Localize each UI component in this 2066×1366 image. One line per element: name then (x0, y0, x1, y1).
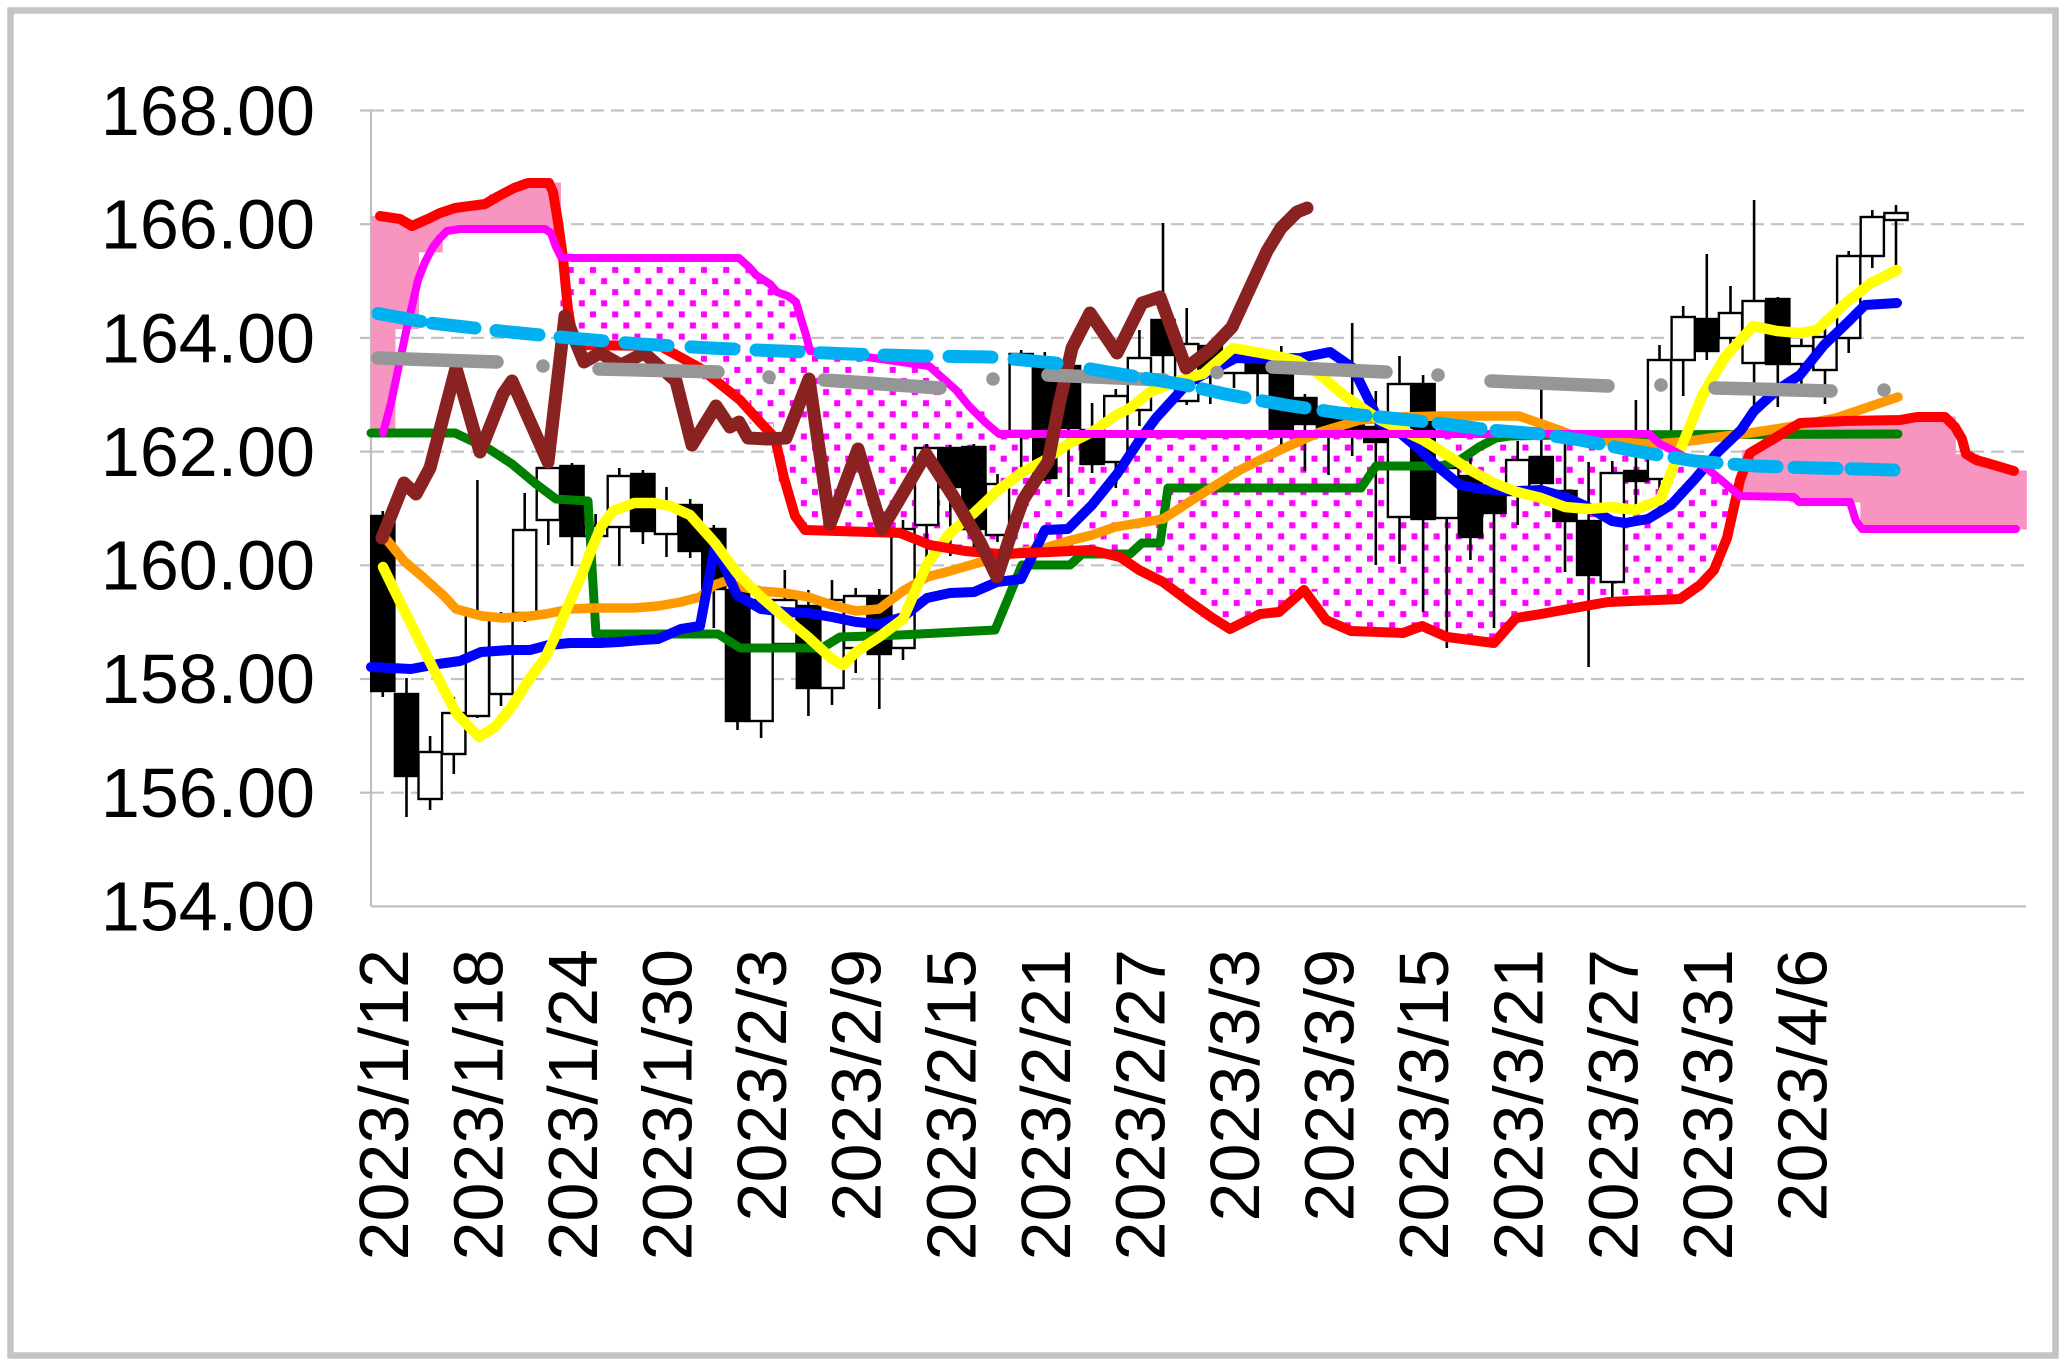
svg-text:154.00: 154.00 (101, 868, 315, 946)
svg-text:2023/3/15: 2023/3/15 (1385, 949, 1463, 1260)
svg-text:2023/4/6: 2023/4/6 (1763, 949, 1841, 1221)
svg-text:2023/1/18: 2023/1/18 (439, 949, 517, 1260)
svg-text:2023/2/3: 2023/2/3 (723, 949, 801, 1221)
svg-text:2023/3/9: 2023/3/9 (1291, 949, 1369, 1221)
svg-text:158.00: 158.00 (101, 640, 315, 718)
svg-text:168.00: 168.00 (101, 72, 315, 150)
svg-text:2023/3/21: 2023/3/21 (1480, 949, 1558, 1260)
svg-text:2023/2/9: 2023/2/9 (818, 949, 896, 1221)
svg-text:166.00: 166.00 (101, 186, 315, 264)
svg-text:2023/3/31: 2023/3/31 (1669, 949, 1747, 1260)
svg-text:2023/2/27: 2023/2/27 (1101, 949, 1179, 1260)
svg-text:2023/1/30: 2023/1/30 (629, 949, 707, 1260)
svg-text:2023/3/3: 2023/3/3 (1196, 949, 1274, 1221)
svg-text:2023/2/21: 2023/2/21 (1007, 949, 1085, 1260)
svg-text:162.00: 162.00 (101, 413, 315, 491)
svg-text:160.00: 160.00 (101, 527, 315, 605)
svg-text:164.00: 164.00 (101, 299, 315, 377)
svg-text:2023/1/12: 2023/1/12 (345, 949, 423, 1260)
svg-text:2023/3/27: 2023/3/27 (1574, 949, 1652, 1260)
svg-text:2023/2/15: 2023/2/15 (912, 949, 990, 1260)
svg-text:2023/1/24: 2023/1/24 (534, 949, 612, 1260)
svg-text:156.00: 156.00 (101, 754, 315, 832)
